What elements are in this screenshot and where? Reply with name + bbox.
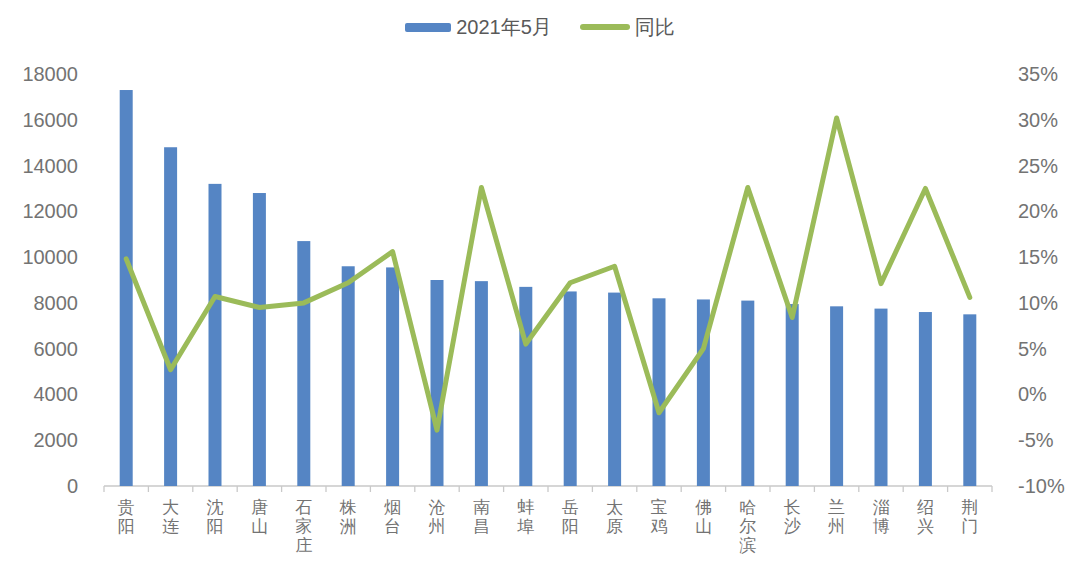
- x-axis-label: 蚌 埠: [515, 498, 537, 536]
- x-axis-label: 绍 兴: [914, 498, 936, 536]
- x-axis-label: 株 洲: [337, 498, 359, 536]
- bar: [830, 306, 843, 486]
- x-axis-label: 沈 阳: [204, 498, 226, 536]
- bar: [519, 287, 532, 486]
- bar: [342, 266, 355, 486]
- left-axis-tick-label: 14000: [22, 155, 78, 177]
- bar: [386, 267, 399, 486]
- bar: [963, 314, 976, 486]
- left-axis-tick-label: 8000: [34, 292, 79, 314]
- combo-chart: 2021年5月 同比 18000160001400012000100008000…: [0, 0, 1080, 572]
- bar: [120, 90, 133, 486]
- left-axis-tick-label: 12000: [22, 200, 78, 222]
- x-axis-label: 淄 博: [870, 498, 892, 536]
- x-axis-label: 贵 阳: [115, 498, 137, 536]
- x-axis-label: 长 沙: [781, 498, 803, 536]
- plot-area: 18000 16000 14000 12000 10000 8000 6000 4000 200…: [0, 0, 1080, 572]
- x-axis-label: 兰 州: [826, 498, 848, 536]
- x-axis-label: 荆 门: [959, 498, 981, 536]
- right-axis-tick-label: 15%: [1018, 246, 1058, 268]
- bar: [786, 304, 799, 486]
- bar: [164, 147, 177, 486]
- x-axis-label: 太 原: [604, 498, 626, 536]
- x-axis-label: 南 昌: [470, 498, 492, 536]
- right-axis-tick-label: -5%: [1018, 429, 1054, 451]
- right-axis-tick-label: 10%: [1018, 292, 1058, 314]
- right-axis-tick-label: 25%: [1018, 155, 1058, 177]
- left-axis-tick-label: 4000: [34, 383, 79, 405]
- x-axis-label: 石 家 庄: [293, 498, 315, 555]
- left-axis-tick-label: 6000: [34, 338, 79, 360]
- bar: [297, 241, 310, 486]
- left-axis-tick-label: 16000: [22, 109, 78, 131]
- x-axis-label: 岳 阳: [559, 498, 581, 536]
- x-axis-label: 哈 尔 滨: [737, 498, 759, 555]
- right-axis-tick-label: 0%: [1018, 383, 1047, 405]
- bar: [919, 312, 932, 486]
- right-axis-tick-label: 5%: [1018, 338, 1047, 360]
- x-axis-label: 大 连: [160, 498, 182, 536]
- bar: [431, 280, 444, 486]
- x-axis-label: 沧 州: [426, 498, 448, 536]
- left-axis-tick-label: 10000: [22, 246, 78, 268]
- bar: [564, 291, 577, 486]
- bar: [875, 309, 888, 486]
- right-axis-tick-label: 35%: [1018, 63, 1058, 85]
- left-axis-tick-label: 0: [67, 475, 78, 497]
- x-axis-label: 烟 台: [382, 498, 404, 536]
- bar: [253, 193, 266, 486]
- x-axis-label: 宝 鸡: [648, 498, 670, 536]
- bar: [209, 184, 222, 486]
- left-axis-tick-label: 2000: [34, 429, 79, 451]
- bar: [741, 301, 754, 486]
- x-axis-label: 唐 山: [248, 498, 270, 536]
- right-axis-tick-label: 30%: [1018, 109, 1058, 131]
- trend-line: [126, 118, 970, 430]
- x-axis-label: 佛 山: [692, 498, 714, 536]
- right-axis-tick-label: -10%: [1018, 475, 1065, 497]
- left-axis-tick-label: 18000: [22, 63, 78, 85]
- bar: [475, 281, 488, 486]
- right-axis-tick-label: 20%: [1018, 200, 1058, 222]
- bar: [608, 293, 621, 486]
